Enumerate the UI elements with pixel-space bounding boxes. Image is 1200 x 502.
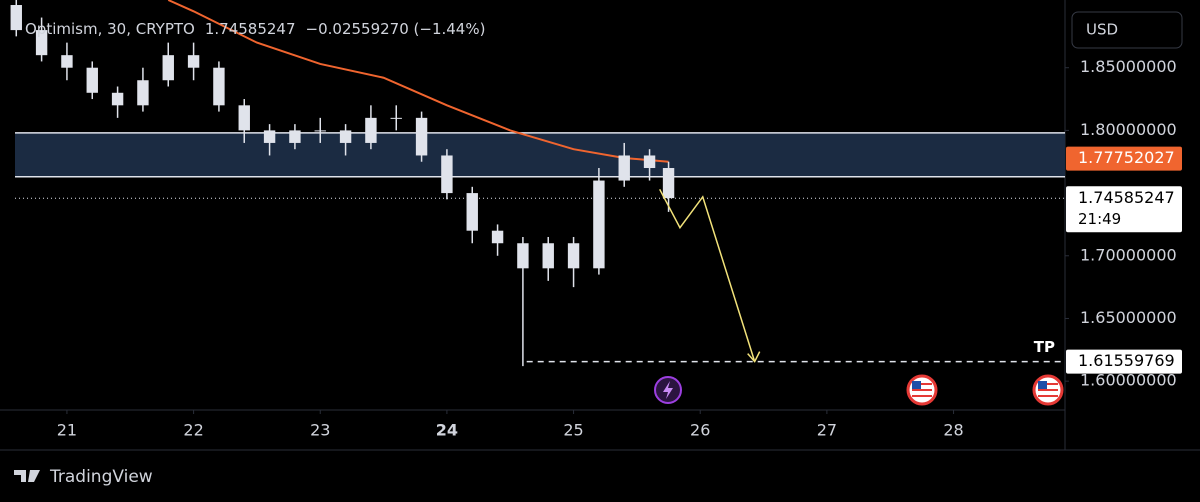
candle-body: [238, 105, 250, 131]
brand-name: TradingView: [49, 467, 153, 487]
candle-body: [390, 117, 402, 119]
projection-arrowhead: [747, 351, 761, 363]
price-badge: [1066, 349, 1182, 374]
candle-body: [466, 193, 478, 231]
plot: 1.60000000 1.65000000 1.70000000 1.80000000…: [10, 0, 1182, 440]
x-tick-label: 23: [310, 421, 330, 440]
y-tick-label: 1.80000000: [1080, 120, 1177, 139]
last-price: 1.74585247: [205, 20, 296, 38]
target-label: TP: [1034, 338, 1055, 356]
x-tick-label: 24: [436, 421, 458, 440]
brand-logo: [14, 470, 40, 482]
candle-body: [491, 230, 504, 244]
countdown: 21:49: [1078, 210, 1121, 228]
x-tick-label: 25: [563, 421, 583, 440]
price-badge-label: 1.74585247: [1078, 188, 1175, 207]
candle-body: [35, 30, 48, 56]
candle-body: [517, 243, 529, 269]
candle-body: [314, 130, 326, 132]
price-badge: [1066, 146, 1182, 171]
candle-body: [289, 130, 301, 143]
x-tick-label: 28: [943, 421, 963, 440]
candle-body: [415, 117, 428, 156]
event-icon: [1032, 374, 1064, 406]
y-tick-label: 1.70000000: [1080, 245, 1177, 264]
candle-body: [213, 67, 225, 106]
currency-label[interactable]: USD: [1086, 21, 1118, 39]
candle-body: [643, 155, 656, 169]
candle-body: [111, 92, 124, 106]
x-tick-label: 26: [690, 421, 710, 440]
price-badge: [1066, 186, 1182, 233]
event-icon: [654, 376, 682, 404]
candle-body: [593, 180, 605, 269]
header: Optimism, 30, CRYPTO 1.74585247 −0.0255927…: [25, 20, 485, 38]
candle-body: [441, 155, 453, 194]
candle-body: [339, 130, 352, 143]
symbol: Optimism, 30, CRYPTO: [25, 20, 195, 38]
price-badge-label: 1.61559769: [1078, 351, 1175, 370]
candle-body: [542, 243, 554, 269]
candle-body: [61, 55, 73, 68]
moving-average: [167, 0, 669, 163]
x-tick-label: 27: [817, 421, 837, 440]
y-tick-label: 1.85000000: [1080, 57, 1177, 76]
event-icon: [906, 374, 938, 406]
candle-body: [162, 55, 174, 81]
candle-body: [567, 243, 580, 269]
x-tick-label: 22: [183, 421, 203, 440]
candle-body: [662, 168, 675, 199]
candle-body: [10, 5, 22, 31]
projection: [659, 188, 756, 362]
candle-body: [618, 155, 630, 181]
y-tick-label: 1.65000000: [1080, 308, 1177, 327]
price-badge-label: 1.77752027: [1078, 148, 1175, 167]
candle-body: [365, 117, 377, 143]
candle-body: [86, 67, 98, 93]
change: −0.02559270 (−1.44%): [306, 20, 486, 38]
candle-body: [263, 130, 276, 143]
candle-body: [137, 80, 149, 106]
candle-body: [187, 55, 200, 68]
x-tick-label: 21: [57, 421, 77, 440]
currency-button[interactable]: [1071, 11, 1183, 49]
y-tick-label: 1.60000000: [1080, 371, 1177, 390]
